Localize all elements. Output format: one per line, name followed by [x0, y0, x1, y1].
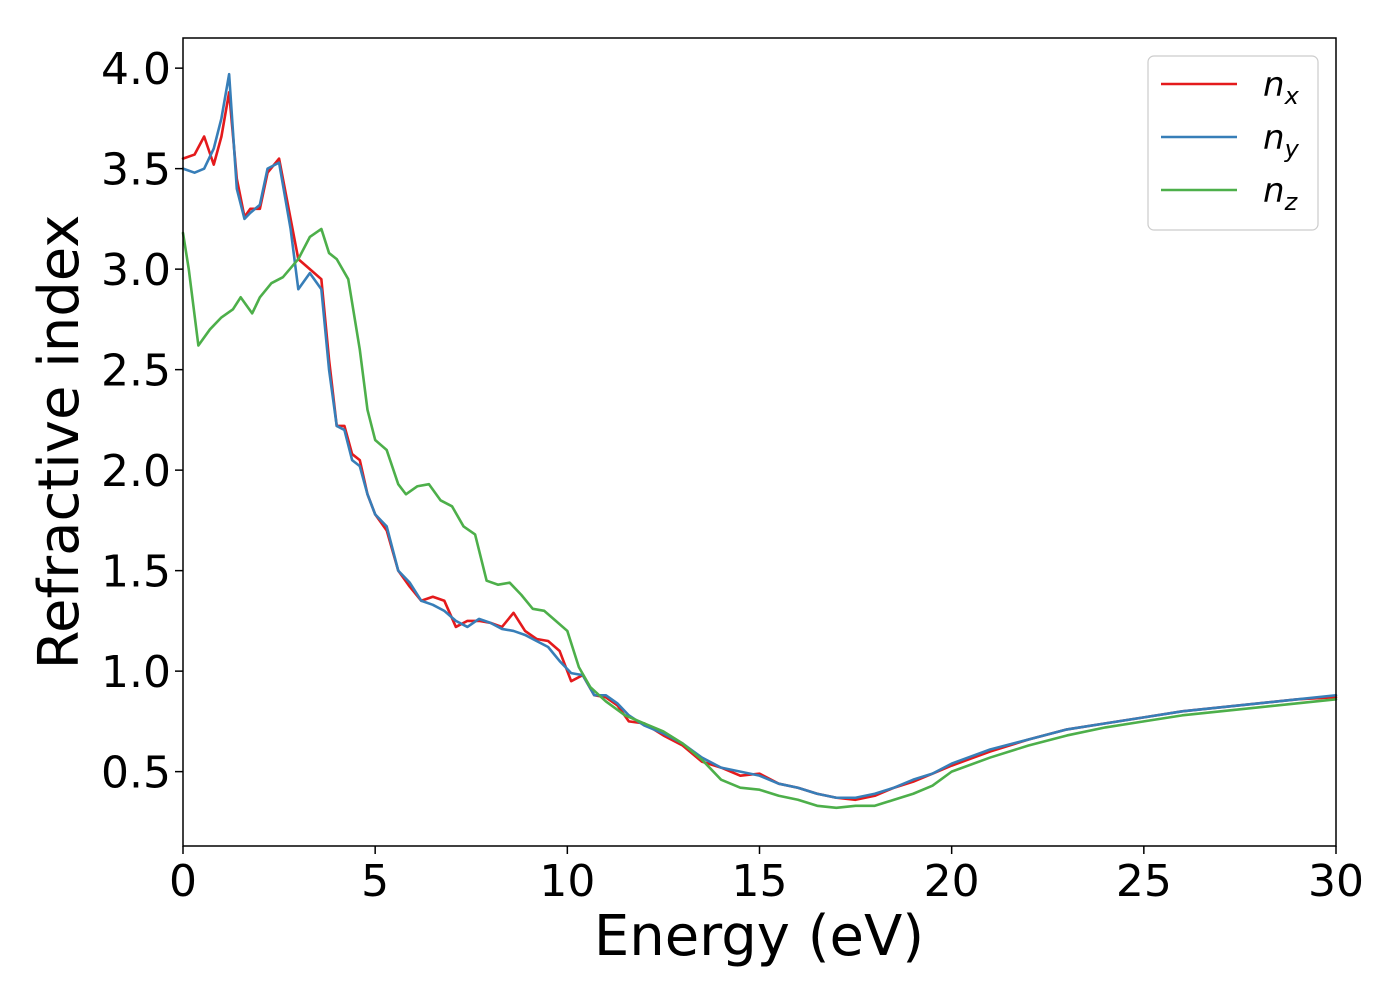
legend-subscript: x: [1284, 82, 1300, 110]
x-tick-label: 25: [1116, 856, 1172, 907]
y-tick-label: 3.0: [101, 245, 171, 296]
series-line-n-z: [181, 227, 1338, 810]
x-tick-label: 20: [924, 856, 980, 907]
legend-box: [1147, 55, 1319, 231]
y-tick-label: 1.0: [101, 647, 171, 698]
y-tick-label: 4.0: [101, 44, 171, 95]
y-tick-label: 0.5: [101, 748, 171, 799]
x-tick-label: 30: [1308, 856, 1364, 907]
y-tick-label: 2.5: [101, 346, 171, 397]
series-line-n-y: [181, 72, 1338, 800]
series-line-n-x: [181, 90, 1338, 802]
y-tick-label: 2.0: [101, 446, 171, 497]
y-axis-ticks: 0.5 1.0 1.5 2.0 2.5 3.0 3.5 4.0: [101, 44, 183, 799]
x-axis-ticks: 0 5 10 15 20 25 30: [169, 846, 1364, 907]
x-axis-label: Energy (eV): [594, 904, 924, 969]
legend-subscript: y: [1284, 135, 1300, 163]
x-tick-label: 15: [732, 856, 788, 907]
x-tick-label: 0: [169, 856, 197, 907]
y-tick-label: 1.5: [101, 547, 171, 598]
x-tick-label: 10: [539, 856, 595, 907]
legend-subscript: z: [1284, 188, 1299, 216]
series-layer: [181, 72, 1338, 810]
y-tick-label: 3.5: [101, 145, 171, 196]
x-tick-label: 5: [361, 856, 389, 907]
y-axis-label: Refractive index: [27, 215, 92, 670]
